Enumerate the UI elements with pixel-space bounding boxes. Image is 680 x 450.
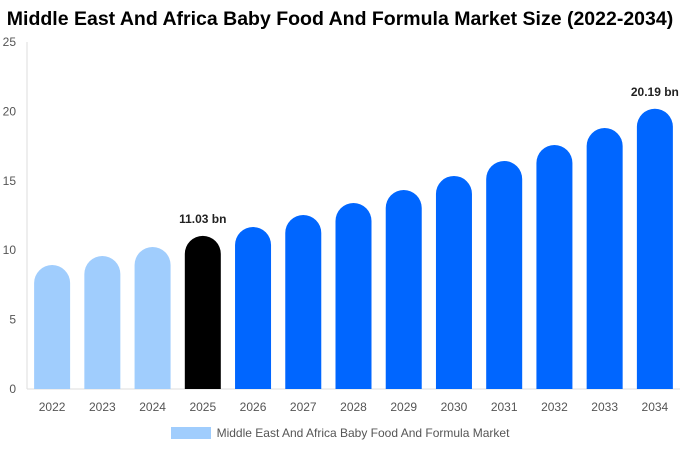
legend-swatch [170, 427, 211, 439]
bar-2031 [486, 160, 523, 389]
bar-2033 [586, 128, 623, 389]
x-tick-label: 2032 [541, 400, 568, 414]
x-tick-label: 2023 [89, 400, 116, 414]
x-tick-label: 2026 [240, 400, 267, 414]
x-tick-label: 2028 [340, 400, 367, 414]
bar-2026 [235, 227, 272, 389]
chart-title: Middle East And Africa Baby Food And For… [6, 8, 674, 30]
y-tick-label: 15 [3, 174, 17, 188]
y-tick-label: 10 [3, 243, 17, 257]
x-tick-label: 2030 [441, 400, 468, 414]
y-tick-label: 5 [9, 313, 16, 327]
x-tick-label: 2022 [39, 400, 66, 414]
bar-2022 [34, 265, 71, 389]
bar-2027 [285, 214, 322, 389]
bar-2023 [84, 256, 121, 389]
x-tick-label: 2034 [642, 400, 669, 414]
y-tick-label: 0 [9, 382, 16, 396]
x-tick-label: 2027 [290, 400, 317, 414]
legend-label: Middle East And Africa Baby Food And For… [216, 426, 510, 440]
x-tick-label: 2025 [189, 400, 216, 414]
bar-2028 [335, 203, 372, 389]
data-label: 20.19 bn [631, 85, 679, 99]
bar-2025 [184, 235, 221, 389]
bar-2032 [536, 144, 573, 389]
legend: Middle East And Africa Baby Food And For… [0, 426, 680, 440]
bar-2029 [385, 189, 422, 389]
x-tick-label: 2033 [591, 400, 618, 414]
x-tick-label: 2029 [390, 400, 417, 414]
bar-2030 [435, 175, 472, 389]
bar-2034 [636, 108, 673, 389]
x-tick-label: 2031 [491, 400, 518, 414]
y-tick-label: 25 [3, 35, 17, 49]
x-tick-label: 2024 [139, 400, 166, 414]
data-label: 11.03 bn [179, 212, 226, 226]
bar-2024 [134, 247, 171, 389]
y-tick-label: 20 [3, 104, 17, 118]
